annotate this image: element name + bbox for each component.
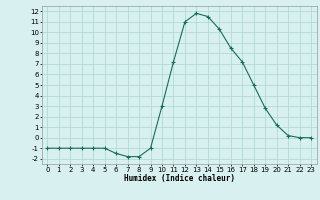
X-axis label: Humidex (Indice chaleur): Humidex (Indice chaleur) — [124, 174, 235, 183]
